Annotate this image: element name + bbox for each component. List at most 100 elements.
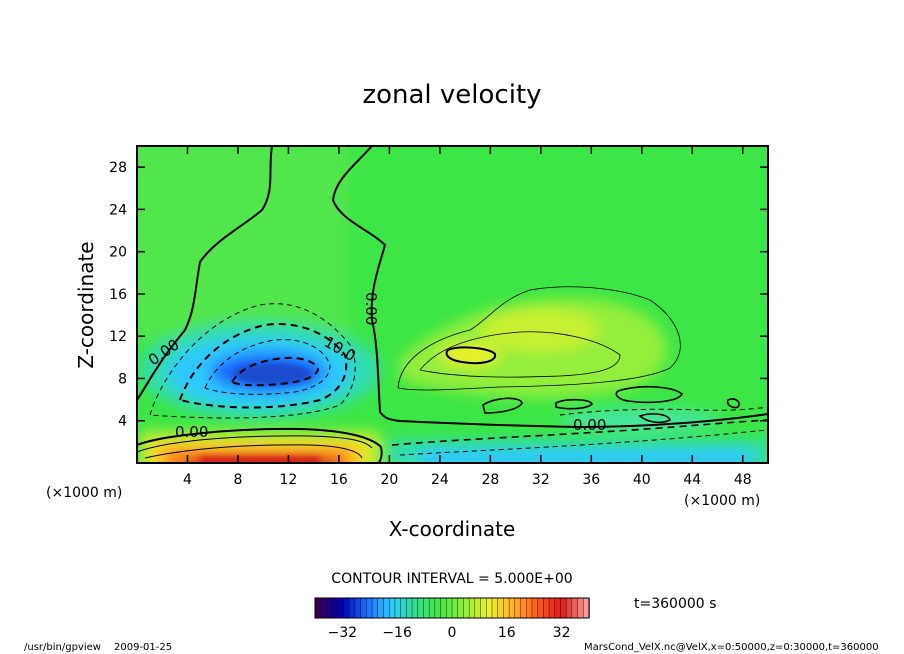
y-tick-label: 4 (118, 414, 127, 430)
colorbar-cell (440, 597, 447, 619)
contour-label: 0.00 (573, 416, 606, 434)
contour-zero-center (331, 146, 768, 429)
contour-bottom-a (137, 435, 373, 453)
contour-neg-mid (179, 323, 348, 409)
colorbar-cell (400, 597, 408, 619)
colorbar-cell (337, 597, 345, 619)
x-tick-label: 36 (582, 472, 600, 488)
contour-interval-text: CONTOUR INTERVAL = 5.000E+00 (331, 571, 572, 587)
colorbar-cell (565, 597, 573, 619)
colorbar-cell (411, 597, 419, 619)
colorbar-cell (508, 597, 516, 619)
colorbar-frame (314, 597, 590, 619)
y-axis-title: Z-coordinate (74, 241, 98, 368)
contour-zero-left (137, 146, 273, 401)
contour-pos-right-outer (397, 286, 681, 391)
colorbar-cell (354, 597, 362, 619)
contour-bottom-b (144, 444, 363, 459)
colorbar-cell (394, 597, 402, 619)
colorbar-tick-label: −32 (328, 625, 358, 641)
footer-source: MarsCond_VelX.nc@VelX,x=0:50000,z=0:3000… (584, 642, 879, 653)
contour-zero-blob-d (638, 413, 671, 424)
x-axis: 4 8 12 16 20 24 28 32 36 40 44 48 (183, 146, 752, 488)
colorbar-tick-label: 32 (553, 625, 571, 641)
colorbar-cell (349, 597, 356, 619)
y-tick-label: 12 (109, 329, 127, 345)
footer-program: /usr/bin/gpview (24, 642, 101, 653)
colorbar-cell (406, 597, 413, 619)
colorbar-cell (468, 597, 476, 619)
contour-label: 0.00 (175, 423, 208, 441)
colorbar-cell (417, 597, 425, 619)
colorbar-tick-label: −16 (382, 625, 412, 641)
colorbar-cell (366, 597, 373, 619)
footer-date: 2009-01-25 (114, 642, 172, 653)
colorbar (314, 597, 590, 619)
colorbar-cell (383, 597, 390, 619)
x-tick-label: 16 (330, 472, 348, 488)
colorbar-cell (571, 597, 579, 619)
colorbar-cell (463, 597, 470, 619)
colorbar-cell (537, 597, 545, 619)
y-tick-label: 20 (109, 245, 127, 261)
colorbar-ticks: −32 −16 0 16 32 (328, 625, 571, 641)
plot-frame (136, 145, 769, 464)
contour-zero-blob-b (555, 398, 593, 410)
shade-cool-bottom-core (420, 450, 750, 463)
contour-neg-outer (149, 303, 356, 419)
y-axis: 4 8 12 16 20 24 28 (109, 160, 768, 430)
colorbar-cell (503, 597, 510, 619)
colorbar-cell (360, 597, 368, 619)
colorbar-cell (457, 597, 465, 619)
contour-bottom-dash-a (391, 419, 768, 446)
x-axis-title: X-coordinate (389, 517, 516, 541)
colorbar-cell (389, 597, 396, 619)
x-tick-label: 40 (633, 472, 651, 488)
colorbar-cell (326, 597, 333, 619)
x-tick-label: 44 (683, 472, 701, 488)
colorbar-cell (423, 597, 430, 619)
x-tick-label: 48 (734, 472, 752, 488)
contour-label: 0.00 (362, 292, 380, 325)
colorbar-cell (514, 597, 522, 619)
contour-pos-right-inner (419, 331, 621, 378)
colorbar-cell (434, 597, 442, 619)
x-tick-label: 28 (481, 472, 499, 488)
x-tick-label: 20 (380, 472, 398, 488)
contour-neg-core (231, 356, 320, 387)
colorbar-cell (497, 597, 505, 619)
x-tick-label: 8 (233, 472, 242, 488)
y-tick-label: 28 (109, 160, 127, 176)
contour-zero-blob-c (615, 385, 684, 404)
x-unit-label: (×1000 m) (684, 493, 760, 509)
x-tick-label: 24 (431, 472, 449, 488)
colorbar-tick-label: 0 (448, 625, 457, 641)
shade-upper-left (137, 146, 350, 340)
colorbar-cell (343, 597, 350, 619)
colorbar-cell (314, 597, 322, 619)
chart-title: zonal velocity (362, 80, 541, 110)
colorbar-cell (331, 597, 339, 619)
colorbar-cell (526, 597, 533, 619)
contour-zero-blob-e (726, 398, 740, 409)
contour-zero-blob-a (482, 397, 523, 414)
x-tick-label: 32 (532, 472, 550, 488)
contour-bottom-dash-c (559, 406, 768, 416)
colorbar-cell (451, 597, 459, 619)
colorbar-cell (428, 597, 436, 619)
colorbar-cell (371, 597, 379, 619)
colorbar-cell (377, 597, 385, 619)
colorbar-cell (446, 597, 453, 619)
y-tick-label: 16 (109, 287, 127, 303)
colorbar-cell (543, 597, 550, 619)
shade-positive-core (480, 308, 600, 352)
contour-neg-inner (204, 339, 331, 395)
x-tick-label: 12 (280, 472, 298, 488)
colorbar-cell (560, 597, 567, 619)
x-tick-label: 4 (183, 472, 192, 488)
colorbar-tick-label: 16 (498, 625, 516, 641)
y-tick-label: 8 (118, 371, 127, 387)
colorbar-cell (520, 597, 527, 619)
colorbar-cell (320, 597, 328, 619)
